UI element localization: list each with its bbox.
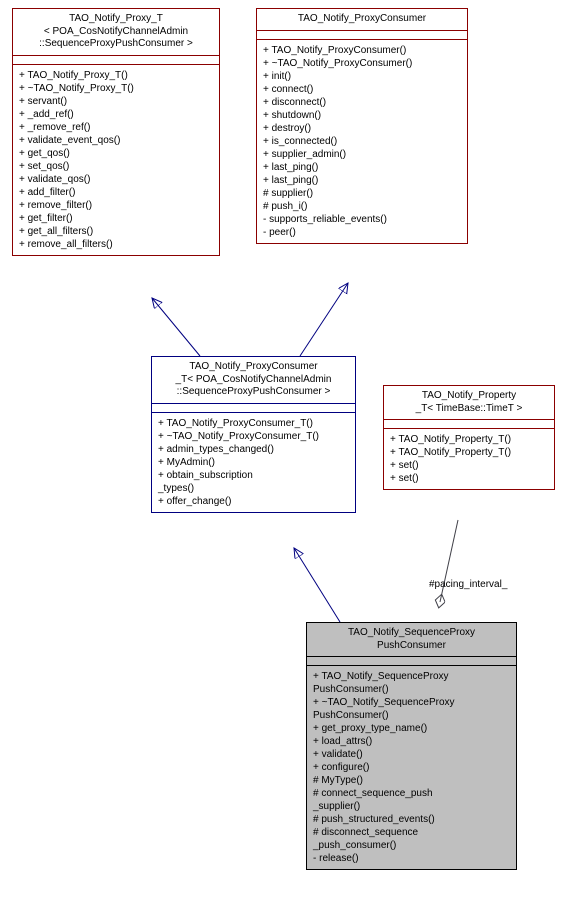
- class-op: + set_qos(): [19, 160, 213, 173]
- class-op: + validate(): [313, 748, 510, 761]
- class-op: + init(): [263, 70, 461, 83]
- class-op: + obtain_subscription: [158, 469, 349, 482]
- class-proxy-consumer-t: TAO_Notify_ProxyConsumer _T< POA_CosNoti…: [151, 356, 356, 513]
- class-op: _push_consumer(): [313, 839, 510, 852]
- class-property-t: TAO_Notify_Property _T< TimeBase::TimeT …: [383, 385, 555, 490]
- class-op: + destroy(): [263, 122, 461, 135]
- class-ops: + TAO_Notify_ProxyConsumer_T()+ ~TAO_Not…: [152, 413, 355, 512]
- class-op: # MyType(): [313, 774, 510, 787]
- class-op: + TAO_Notify_ProxyConsumer_T(): [158, 417, 349, 430]
- class-op: # push_structured_events(): [313, 813, 510, 826]
- class-op: PushConsumer(): [313, 709, 510, 722]
- class-op: - supports_reliable_events(): [263, 213, 461, 226]
- class-op: + add_filter(): [19, 186, 213, 199]
- class-op: + remove_all_filters(): [19, 238, 213, 251]
- class-op: PushConsumer(): [313, 683, 510, 696]
- class-op: + _remove_ref(): [19, 121, 213, 134]
- class-op: # connect_sequence_push: [313, 787, 510, 800]
- class-op: + TAO_Notify_SequenceProxy: [313, 670, 510, 683]
- class-ops: + TAO_Notify_ProxyConsumer()+ ~TAO_Notif…: [257, 40, 467, 243]
- class-op: # supplier(): [263, 187, 461, 200]
- class-proxy-t: TAO_Notify_Proxy_T < POA_CosNotifyChanne…: [12, 8, 220, 256]
- class-op: - release(): [313, 852, 510, 865]
- class-ops: + TAO_Notify_SequenceProxyPushConsumer()…: [307, 666, 516, 869]
- class-op: + configure(): [313, 761, 510, 774]
- class-op: + last_ping(): [263, 161, 461, 174]
- class-op: + remove_filter(): [19, 199, 213, 212]
- class-op: + supplier_admin(): [263, 148, 461, 161]
- class-attrs-empty: [384, 420, 554, 429]
- class-op: + disconnect(): [263, 96, 461, 109]
- class-ops: + TAO_Notify_Property_T()+ TAO_Notify_Pr…: [384, 429, 554, 489]
- class-attrs-empty: [307, 657, 516, 666]
- class-proxy-consumer: TAO_Notify_ProxyConsumer + TAO_Notify_Pr…: [256, 8, 468, 244]
- class-op: + last_ping(): [263, 174, 461, 187]
- class-op: + validate_event_qos(): [19, 134, 213, 147]
- class-op: _types(): [158, 482, 349, 495]
- class-title: TAO_Notify_SequenceProxy PushConsumer: [307, 623, 516, 657]
- class-sequence-proxy: TAO_Notify_SequenceProxy PushConsumer + …: [306, 622, 517, 870]
- class-title: TAO_Notify_ProxyConsumer: [257, 9, 467, 31]
- class-op: + connect(): [263, 83, 461, 96]
- class-title: TAO_Notify_Proxy_T < POA_CosNotifyChanne…: [13, 9, 219, 56]
- class-op: # disconnect_sequence: [313, 826, 510, 839]
- class-ops: + TAO_Notify_Proxy_T()+ ~TAO_Notify_Prox…: [13, 65, 219, 255]
- class-op: + TAO_Notify_Property_T(): [390, 446, 548, 459]
- class-op: + TAO_Notify_Property_T(): [390, 433, 548, 446]
- class-op: + TAO_Notify_Proxy_T(): [19, 69, 213, 82]
- class-op: + load_attrs(): [313, 735, 510, 748]
- class-op: - peer(): [263, 226, 461, 239]
- class-op: + offer_change(): [158, 495, 349, 508]
- class-op: + servant(): [19, 95, 213, 108]
- class-title: TAO_Notify_ProxyConsumer _T< POA_CosNoti…: [152, 357, 355, 404]
- class-op: + validate_qos(): [19, 173, 213, 186]
- class-op: + set(): [390, 472, 548, 485]
- class-op: # push_i(): [263, 200, 461, 213]
- class-op: _supplier(): [313, 800, 510, 813]
- class-op: + get_proxy_type_name(): [313, 722, 510, 735]
- class-attrs-empty: [13, 56, 219, 65]
- class-op: + ~TAO_Notify_Proxy_T(): [19, 82, 213, 95]
- class-op: + admin_types_changed(): [158, 443, 349, 456]
- class-attrs-empty: [152, 404, 355, 413]
- class-op: + TAO_Notify_ProxyConsumer(): [263, 44, 461, 57]
- class-title: TAO_Notify_Property _T< TimeBase::TimeT …: [384, 386, 554, 420]
- class-op: + ~TAO_Notify_ProxyConsumer(): [263, 57, 461, 70]
- class-op: + get_all_filters(): [19, 225, 213, 238]
- class-op: + MyAdmin(): [158, 456, 349, 469]
- class-op: + get_filter(): [19, 212, 213, 225]
- class-op: + _add_ref(): [19, 108, 213, 121]
- class-op: + ~TAO_Notify_ProxyConsumer_T(): [158, 430, 349, 443]
- class-op: + ~TAO_Notify_SequenceProxy: [313, 696, 510, 709]
- class-op: + shutdown(): [263, 109, 461, 122]
- class-op: + set(): [390, 459, 548, 472]
- class-attrs-empty: [257, 31, 467, 40]
- class-op: + get_qos(): [19, 147, 213, 160]
- edge-label-pacing-interval: #pacing_interval_: [429, 579, 507, 590]
- class-op: + is_connected(): [263, 135, 461, 148]
